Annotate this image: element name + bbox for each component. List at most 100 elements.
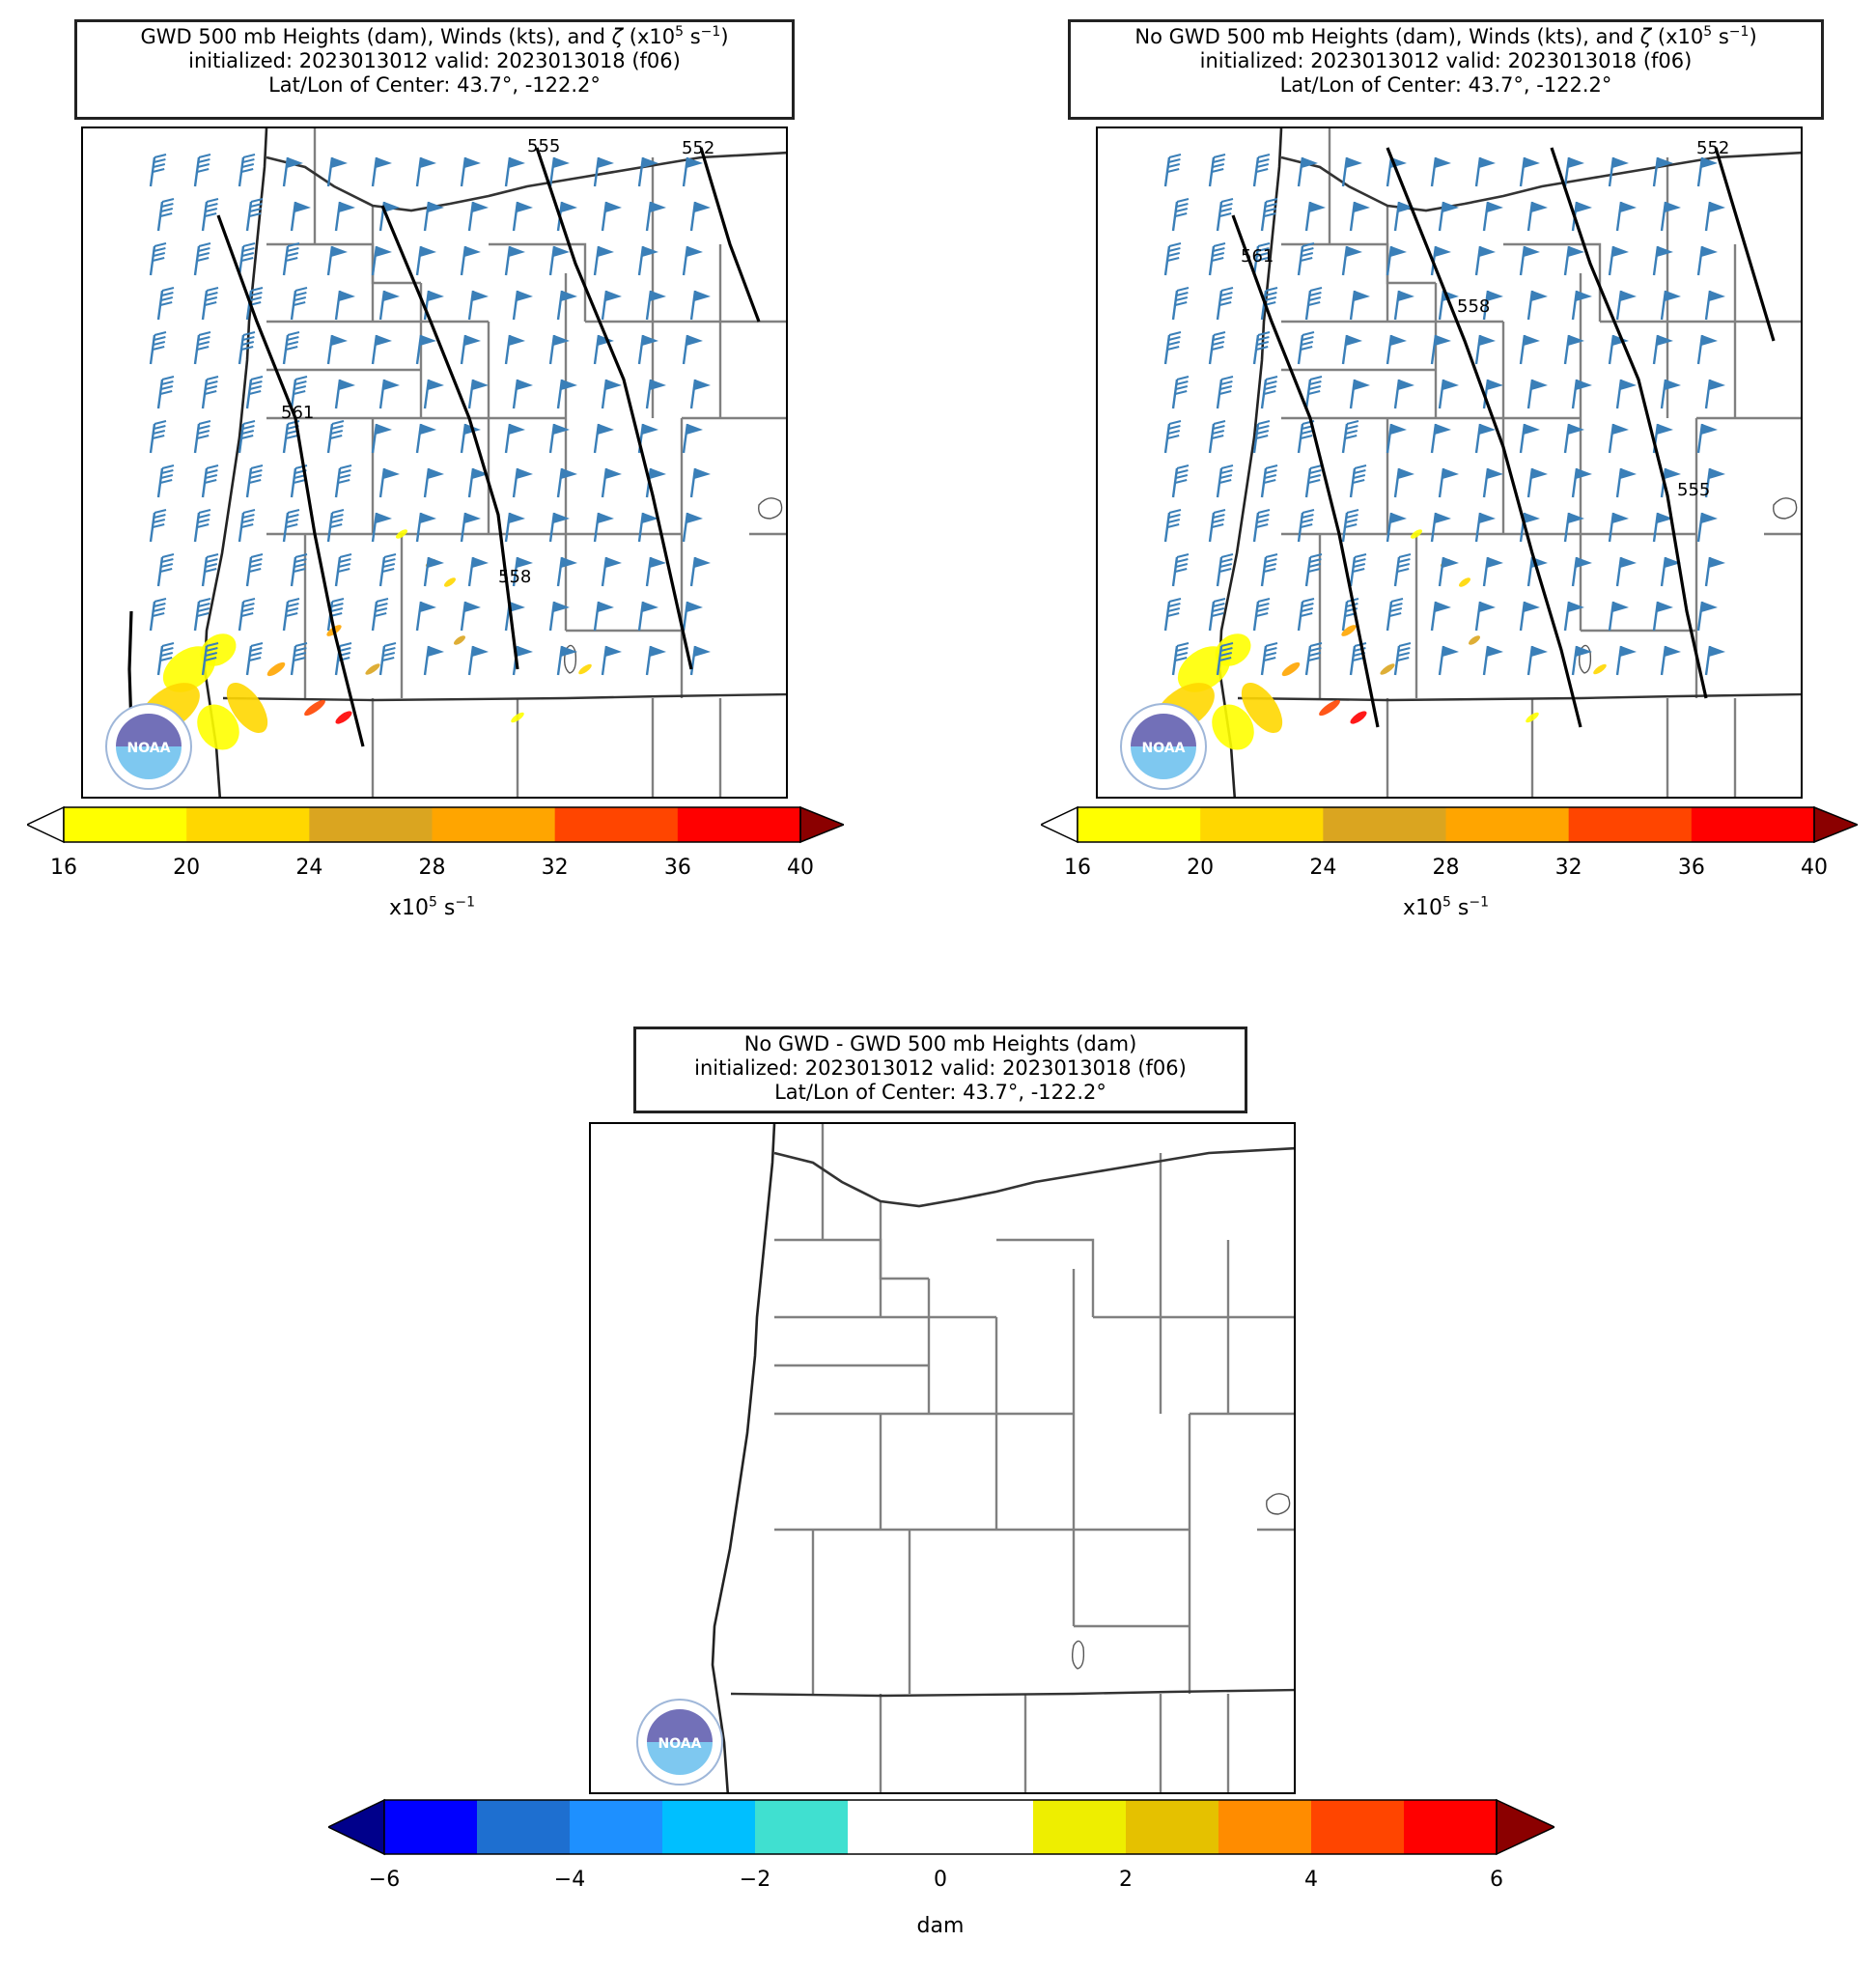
wind-barb-flag [650, 646, 666, 657]
wind-barb-staff [1696, 423, 1704, 454]
wind-barb-staff [682, 423, 689, 454]
wind-barb-flag [1487, 468, 1503, 479]
wind-barb-staff [467, 467, 475, 498]
wind-barb-staff [334, 379, 342, 409]
wind-barb-feather [330, 607, 344, 612]
logo-top [647, 1709, 713, 1742]
wind-barb-flag [553, 513, 570, 523]
wind-barb-staff [1563, 601, 1571, 632]
wind-barb-staff [1615, 201, 1623, 232]
colorbar-segment [1568, 807, 1693, 842]
wind-barb-feather [1257, 603, 1270, 607]
wind-barb-flag [383, 291, 400, 301]
wind-barb-flag [1487, 646, 1503, 657]
wind-barb-staff [282, 423, 290, 454]
wind-barb-staff [1341, 512, 1349, 543]
vorticity-cell [1411, 529, 1422, 539]
wind-barb-staff [460, 245, 467, 276]
wind-barb-feather [1212, 519, 1225, 523]
wind-barb-feather [338, 563, 351, 568]
wind-barb-feather [1176, 647, 1189, 652]
wind-barb-feather [1307, 479, 1321, 484]
diff-map: NOAA [589, 1122, 1296, 1794]
wind-barb-staff [1171, 467, 1179, 498]
colorbar-svg [326, 1798, 1556, 1856]
wind-barb-feather [206, 287, 219, 292]
wind-barb-staff [1660, 290, 1667, 321]
wind-barb-staff [645, 645, 653, 676]
colorbar-tick-label: 20 [173, 856, 201, 880]
wind-barb-flag [472, 291, 489, 301]
wind-barb-feather [154, 514, 166, 519]
wind-barb-flag [428, 291, 444, 301]
wind-barb-feather [1309, 376, 1323, 380]
wind-barb-feather [250, 203, 263, 208]
wind-barb-staff [1163, 245, 1171, 276]
colorbar-segment [1323, 807, 1446, 842]
wind-barb-feather [206, 647, 218, 652]
wind-barb-feather [1213, 603, 1225, 607]
river-border [773, 1146, 1294, 1208]
wind-barb-staff [290, 556, 297, 587]
colorbar-segment [1691, 807, 1815, 842]
wind-barb-staff [1304, 290, 1312, 321]
colorbar-label: x105 s−1 [388, 894, 476, 920]
wind-barb-flag [1479, 424, 1496, 435]
wind-barb-staff [593, 601, 601, 632]
wind-barb-staff [423, 379, 431, 409]
wind-barb-staff [1526, 379, 1534, 409]
wind-barb-feather [240, 435, 254, 439]
wind-barb-staff [460, 423, 467, 454]
wind-barb-staff [245, 290, 253, 321]
colorbar-segment [570, 1800, 663, 1854]
vorticity-cell [197, 704, 239, 750]
wind-barb-flag [428, 557, 444, 568]
wind-barb-feather [250, 642, 264, 647]
wind-barb-feather [1255, 612, 1269, 617]
wind-barb-feather [293, 390, 306, 395]
wind-barb-feather [1257, 158, 1270, 163]
vorticity-cell [226, 682, 268, 734]
wind-barb-feather [154, 598, 167, 603]
wind-barb-flag [428, 468, 444, 479]
noaa-logo: NOAA [1120, 703, 1207, 790]
wind-barb-feather [1256, 519, 1270, 523]
wind-barb-staff [1171, 290, 1179, 321]
wind-barb-staff [601, 645, 608, 676]
county-border [996, 1238, 1095, 1317]
wind-barb-staff [1216, 645, 1223, 676]
wind-barb-staff [1704, 645, 1712, 676]
wind-barb-flag [472, 202, 489, 212]
wind-barb-feather [1213, 158, 1225, 163]
wind-barb-staff [548, 245, 556, 276]
wind-barb-feather [1168, 336, 1181, 341]
wind-barb-staff [1482, 645, 1490, 676]
wind-barb-feather [1264, 563, 1277, 568]
wind-barb-feather [1174, 212, 1188, 217]
wind-barb-feather [205, 385, 218, 390]
wind-barb-feather [1213, 420, 1226, 425]
contour-label: 555 [1677, 480, 1710, 500]
wind-barb-staff [1208, 334, 1216, 365]
wind-barb-staff [460, 601, 467, 632]
wind-barb-feather [287, 509, 300, 514]
wind-barb-staff [245, 201, 253, 232]
wind-barb-staff [1297, 334, 1304, 365]
wind-barb-flag [605, 380, 622, 390]
wind-barb-feather [204, 212, 217, 217]
wind-barb-flag [1346, 246, 1362, 257]
wind-barb-feather [159, 301, 173, 306]
wind-barb-staff [378, 379, 386, 409]
wind-barb-flag [1487, 380, 1503, 390]
lake [1266, 1493, 1291, 1515]
wind-barb-feather [1167, 163, 1181, 168]
wind-barb-feather [240, 523, 254, 528]
wind-barb-feather [1218, 479, 1232, 484]
logo-top [1131, 714, 1196, 746]
wind-barb-feather [1301, 252, 1314, 257]
wind-barb-feather [1256, 341, 1270, 346]
wind-barb-staff [1704, 467, 1712, 498]
wind-barb-feather [1175, 652, 1189, 657]
wind-barb-flag [650, 468, 666, 479]
wind-barb-staff [1304, 645, 1312, 676]
